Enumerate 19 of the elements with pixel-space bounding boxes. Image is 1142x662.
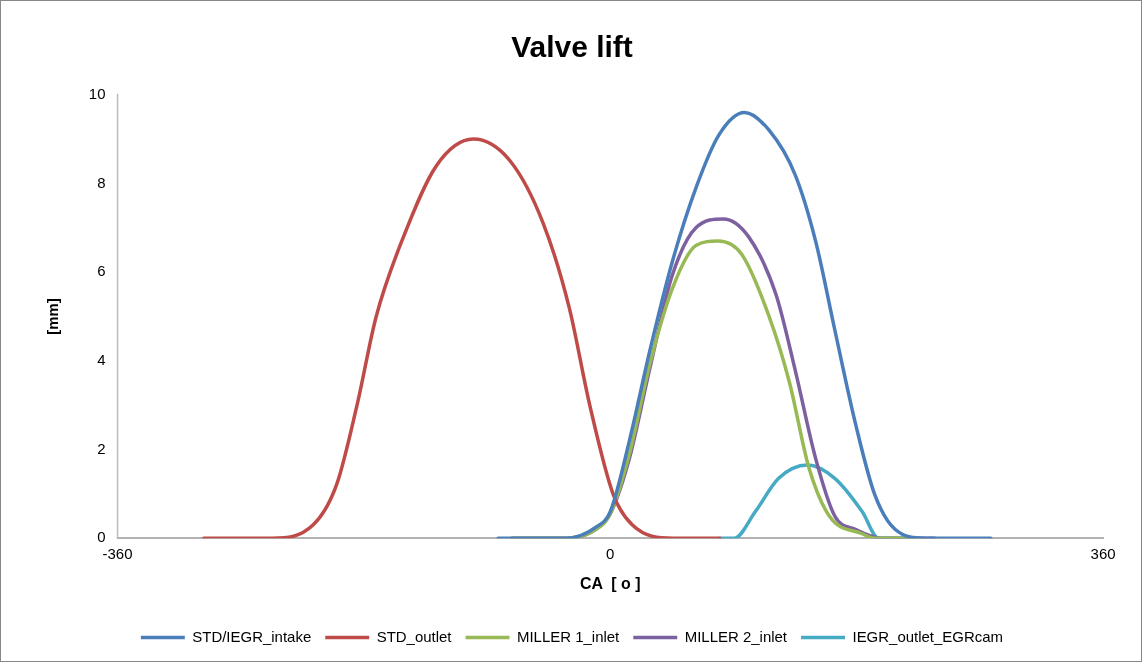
y-tick-label: 8 bbox=[97, 173, 106, 191]
y-axis-title: [mm] bbox=[44, 298, 62, 335]
y-tick-label: 6 bbox=[97, 262, 106, 280]
chart-title: Valve lift bbox=[511, 30, 633, 64]
x-tick-label: 360 bbox=[1090, 545, 1116, 563]
y-tick-label: 2 bbox=[97, 439, 106, 457]
y-tick-label: 0 bbox=[97, 528, 106, 546]
line-series bbox=[496, 110, 993, 539]
legend-label: STD/IEGR_intake bbox=[192, 627, 312, 645]
legend-label: IEGR_outlet_EGRcam bbox=[852, 627, 1004, 645]
x-tick-label: -360 bbox=[102, 545, 133, 563]
legend-label: MILLER 1_inlet bbox=[516, 627, 621, 645]
line-series bbox=[201, 137, 722, 539]
x-axis-title: CA [ o ] bbox=[579, 575, 641, 593]
legend-label: MILLER 2_inlet bbox=[684, 627, 788, 645]
legend-label: STD_outlet bbox=[376, 627, 453, 645]
y-tick-label: 4 bbox=[97, 350, 106, 368]
x-tick-label: 0 bbox=[606, 545, 615, 563]
y-tick-label: 10 bbox=[88, 84, 106, 102]
